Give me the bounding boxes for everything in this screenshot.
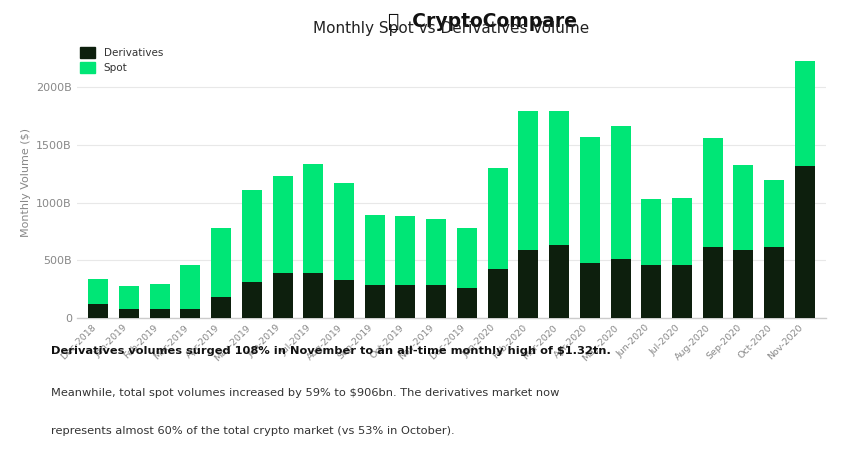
Bar <box>273 273 292 318</box>
Bar <box>181 309 200 318</box>
Text: Meanwhile, total spot volumes increased by 59% to $906bn. The derivatives market: Meanwhile, total spot volumes increased … <box>51 388 560 398</box>
Bar <box>365 215 385 285</box>
Bar <box>703 247 722 318</box>
Bar <box>334 280 354 318</box>
Legend: Derivatives, Spot: Derivatives, Spot <box>77 44 166 76</box>
Bar <box>518 111 538 250</box>
Bar <box>89 304 108 318</box>
Bar <box>273 176 292 273</box>
Bar <box>487 168 508 269</box>
Bar <box>426 285 446 318</box>
Bar <box>89 279 108 304</box>
Bar <box>764 247 784 318</box>
Bar <box>303 273 323 318</box>
Text: represents almost 60% of the total crypto market (vs 53% in October).: represents almost 60% of the total crypt… <box>51 426 455 436</box>
Bar <box>672 198 692 265</box>
Bar <box>580 137 600 263</box>
Bar <box>457 228 477 288</box>
Bar <box>642 265 661 318</box>
Bar <box>181 265 200 309</box>
Bar <box>150 284 170 309</box>
Bar <box>795 166 815 318</box>
Bar <box>734 250 753 318</box>
Bar <box>211 298 231 318</box>
Bar <box>611 126 630 259</box>
Bar <box>334 183 354 280</box>
Bar <box>303 164 323 273</box>
Bar <box>211 228 231 298</box>
Bar <box>764 180 784 247</box>
Bar <box>550 246 569 318</box>
Bar <box>672 265 692 318</box>
Bar <box>487 269 508 318</box>
Bar <box>426 219 446 285</box>
Bar <box>580 263 600 318</box>
Text: Derivatives volumes surged 108% in November to an all-time monthly high of $1.32: Derivatives volumes surged 108% in Novem… <box>51 346 611 356</box>
Bar <box>550 111 569 246</box>
Y-axis label: Monthly Volume ($): Monthly Volume ($) <box>20 128 31 237</box>
Bar <box>795 61 815 166</box>
Bar <box>150 309 170 318</box>
Bar <box>642 199 661 265</box>
Bar <box>703 138 722 247</box>
Bar <box>734 165 753 250</box>
Bar <box>518 250 538 318</box>
Bar <box>395 216 416 285</box>
Bar <box>611 259 630 318</box>
Bar <box>365 285 385 318</box>
Bar <box>242 190 262 282</box>
Text: Ⓜ  CryptoCompare: Ⓜ CryptoCompare <box>388 12 577 30</box>
Bar <box>457 288 477 318</box>
Bar <box>242 282 262 318</box>
Bar <box>395 285 416 318</box>
Bar <box>119 286 139 309</box>
Title: Monthly Spot vs Derivatives Volume: Monthly Spot vs Derivatives Volume <box>314 21 590 36</box>
Bar <box>119 309 139 318</box>
